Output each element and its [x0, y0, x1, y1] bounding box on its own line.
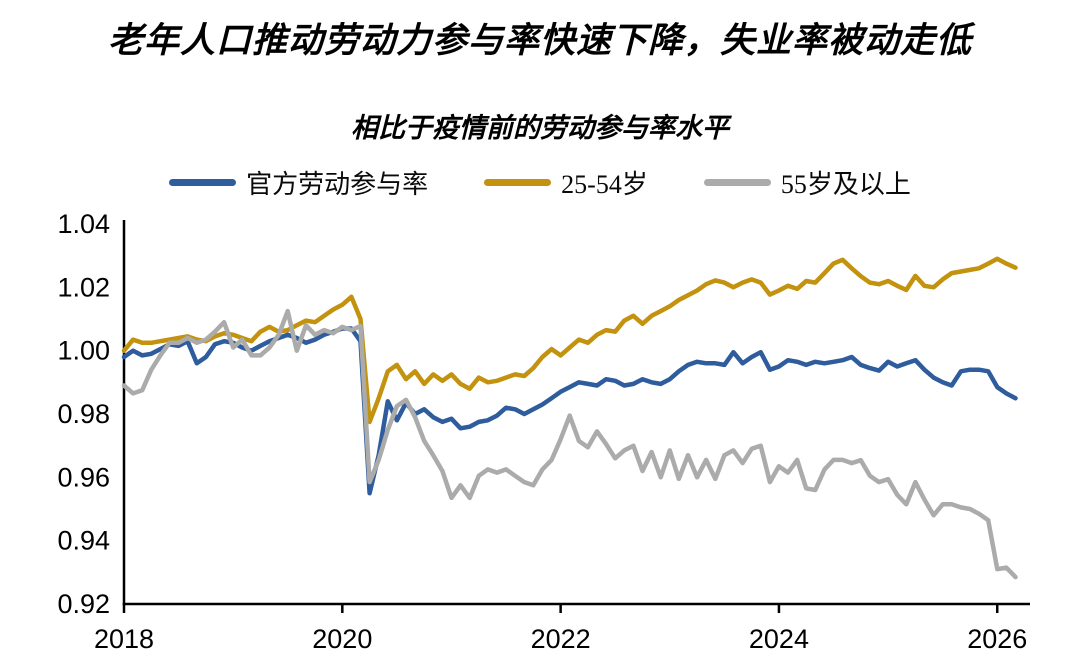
legend-item-25-54: 25-54岁: [484, 164, 648, 201]
x-tick-label: 2022: [531, 624, 591, 654]
chart-legend: 官方劳动参与率 25-54岁 55岁及以上: [0, 164, 1080, 201]
y-tick-label: 1.04: [57, 209, 110, 239]
legend-item-official: 官方劳动参与率: [169, 164, 428, 201]
legend-label-25-54: 25-54岁: [561, 170, 648, 199]
series-line-1: [121, 256, 1018, 425]
y-tick-label: 0.92: [57, 589, 110, 619]
x-tick-label: 2018: [94, 624, 154, 654]
x-tick-label: 2026: [967, 624, 1027, 654]
legend-label-55-plus: 55岁及以上: [780, 170, 911, 199]
legend-item-55-plus: 55岁及以上: [703, 164, 911, 201]
legend-line-swatch-25-54-icon: [484, 179, 552, 186]
x-tick-label: 2024: [749, 624, 809, 654]
x-tick-label: 2020: [312, 624, 372, 654]
y-tick-label: 0.98: [57, 399, 110, 429]
chart-subtitle: 相比于疫情前的劳动参与率水平: [351, 113, 729, 143]
series-line-2: [121, 308, 1018, 580]
y-tick-label: 1.02: [57, 272, 110, 302]
chart-title: 老年人口推动劳动力参与率快速下降，失业率被动走低: [107, 21, 972, 60]
legend-label-official: 官方劳动参与率: [246, 170, 429, 199]
y-tick-label: 1.00: [57, 336, 110, 366]
y-tick-label: 0.96: [57, 462, 110, 492]
legend-line-swatch-55-plus-icon: [703, 179, 771, 186]
legend-line-swatch-official-icon: [169, 179, 237, 186]
y-tick-label: 0.94: [57, 526, 110, 556]
